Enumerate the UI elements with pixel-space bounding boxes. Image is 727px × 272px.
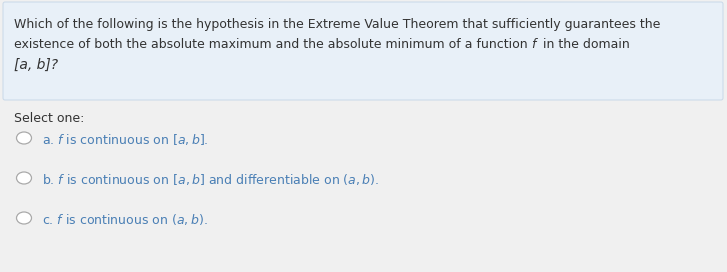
- Text: f: f: [531, 38, 535, 51]
- Text: existence of both the absolute maximum and the absolute minimum of a function: existence of both the absolute maximum a…: [14, 38, 531, 51]
- Text: [a, b]?: [a, b]?: [14, 58, 58, 72]
- Text: in the domain: in the domain: [539, 38, 630, 51]
- Ellipse shape: [17, 212, 31, 224]
- Ellipse shape: [17, 132, 31, 144]
- Text: Select one:: Select one:: [14, 112, 84, 125]
- Text: b. $\it{f}$ is continuous on $[a, b]$ and differentiable on $(a, b)$.: b. $\it{f}$ is continuous on $[a, b]$ an…: [42, 172, 379, 187]
- Text: a. $\it{f}$ is continuous on $[a, b]$.: a. $\it{f}$ is continuous on $[a, b]$.: [42, 132, 209, 147]
- Ellipse shape: [17, 172, 31, 184]
- Text: c. $\it{f}$ is continuous on $(a, b)$.: c. $\it{f}$ is continuous on $(a, b)$.: [42, 212, 208, 227]
- FancyBboxPatch shape: [3, 2, 723, 100]
- Text: Which of the following is the hypothesis in the Extreme Value Theorem that suffi: Which of the following is the hypothesis…: [14, 18, 660, 31]
